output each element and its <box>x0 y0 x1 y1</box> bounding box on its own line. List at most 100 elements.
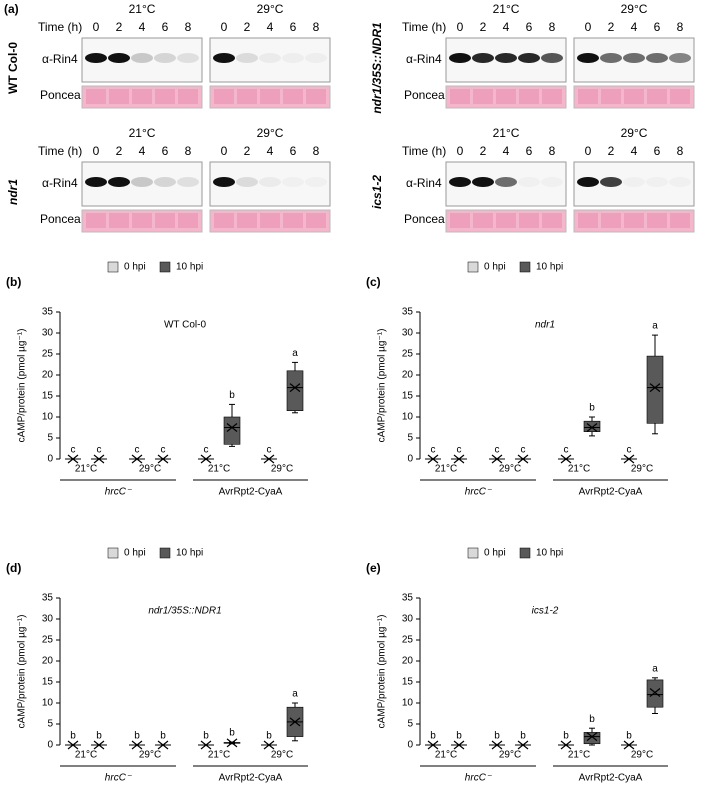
ponceau-lane <box>306 89 326 104</box>
mean-marker <box>517 740 529 750</box>
ponceau-lane <box>473 89 493 104</box>
genotype-label: ndr1/35S::NDR1 <box>370 22 384 114</box>
band <box>282 177 304 187</box>
temperature-label: 29°C <box>621 126 648 140</box>
time-point: 6 <box>654 144 661 158</box>
legend-label: 10 hpi <box>176 548 203 559</box>
time-point: 4 <box>631 144 638 158</box>
mean-marker <box>67 454 79 464</box>
time-point: 2 <box>116 144 123 158</box>
group-label: AvrRpt2-CyaA <box>579 487 643 498</box>
mean-marker <box>67 740 79 750</box>
mean-marker <box>517 454 529 464</box>
y-tick-label: 30 <box>42 614 54 625</box>
ponceau-lane <box>496 89 516 104</box>
row-label: α-Rin4 <box>42 176 78 190</box>
y-tick-label: 25 <box>402 635 414 646</box>
ponceau-lane <box>306 213 326 228</box>
significance-letter: a <box>652 663 658 674</box>
significance-letter: b <box>160 731 166 742</box>
mean-marker <box>623 740 635 750</box>
band <box>449 177 471 187</box>
mean-marker <box>586 732 598 742</box>
group-label: AvrRpt2-CyaA <box>579 773 643 784</box>
band <box>495 177 517 187</box>
time-point: 2 <box>116 20 123 34</box>
x-tick-label: 29°C <box>271 464 293 475</box>
band <box>305 177 327 187</box>
time-label: Time (h) <box>38 144 82 158</box>
ponceau-lane <box>496 213 516 228</box>
significance-letter: c <box>204 445 209 456</box>
significance-letter: c <box>521 445 526 456</box>
temperature-label: 29°C <box>257 126 284 140</box>
row-label: α-Rin4 <box>406 176 442 190</box>
ponceau-lane <box>178 213 198 228</box>
group-label: hrcC⁻ <box>465 487 492 498</box>
time-label: Time (h) <box>38 20 82 34</box>
mean-marker <box>157 740 169 750</box>
y-tick-label: 20 <box>42 370 54 381</box>
time-point: 4 <box>267 20 274 34</box>
ponceau-lane <box>155 213 175 228</box>
significance-letter: b <box>430 731 436 742</box>
x-tick-label: 21°C <box>208 464 230 475</box>
temperature-label: 21°C <box>493 126 520 140</box>
significance-letter: c <box>97 445 102 456</box>
ponceau-lane <box>601 213 621 228</box>
significance-letter: b <box>203 731 209 742</box>
time-point: 2 <box>608 144 615 158</box>
time-label: Time (h) <box>402 20 446 34</box>
panel-label: (c) <box>366 275 381 289</box>
mean-marker <box>586 423 598 432</box>
time-point: 8 <box>549 20 556 34</box>
significance-letter: b <box>494 731 500 742</box>
mean-marker <box>93 740 105 750</box>
legend-swatch <box>159 547 171 559</box>
y-tick-label: 35 <box>402 307 414 318</box>
genotype-label: WT Col-0 <box>6 42 20 94</box>
significance-letter: c <box>564 445 569 456</box>
band <box>623 177 645 187</box>
legend-swatch <box>519 547 531 559</box>
mean-marker <box>200 454 212 464</box>
band <box>669 53 691 63</box>
ponceau-lane <box>542 213 562 228</box>
time-point: 8 <box>677 20 684 34</box>
band <box>495 53 517 63</box>
legend-label: 10 hpi <box>536 262 563 273</box>
y-tick-label: 10 <box>402 412 414 423</box>
ponceau-lane <box>109 89 129 104</box>
time-point: 4 <box>139 144 146 158</box>
x-tick-label: 29°C <box>139 464 161 475</box>
band <box>577 53 599 63</box>
x-tick-label: 29°C <box>631 750 653 761</box>
temperature-label: 29°C <box>621 2 648 16</box>
y-tick-label: 30 <box>402 614 414 625</box>
band <box>85 53 107 63</box>
temperature-label: 21°C <box>493 2 520 16</box>
row-label: Ponceau <box>404 88 451 102</box>
time-point: 2 <box>480 20 487 34</box>
significance-letter: a <box>652 321 658 332</box>
y-tick-label: 15 <box>402 391 414 402</box>
y-tick-label: 35 <box>42 307 54 318</box>
x-tick-label: 21°C <box>568 750 590 761</box>
ponceau-lane <box>624 89 644 104</box>
time-point: 4 <box>503 144 510 158</box>
time-point: 6 <box>162 20 169 34</box>
panel-label: (a) <box>4 2 19 16</box>
ponceau-lane <box>214 213 234 228</box>
band <box>449 53 471 63</box>
band <box>259 177 281 187</box>
band <box>213 53 235 63</box>
band <box>669 177 691 187</box>
time-label: Time (h) <box>402 144 446 158</box>
mean-marker <box>226 738 238 748</box>
significance-letter: c <box>267 445 272 456</box>
y-tick-label: 10 <box>402 698 414 709</box>
legend-label: 0 hpi <box>124 548 146 559</box>
genotype-label: ics1-2 <box>370 175 384 209</box>
significance-letter: b <box>70 731 76 742</box>
time-point: 8 <box>313 20 320 34</box>
